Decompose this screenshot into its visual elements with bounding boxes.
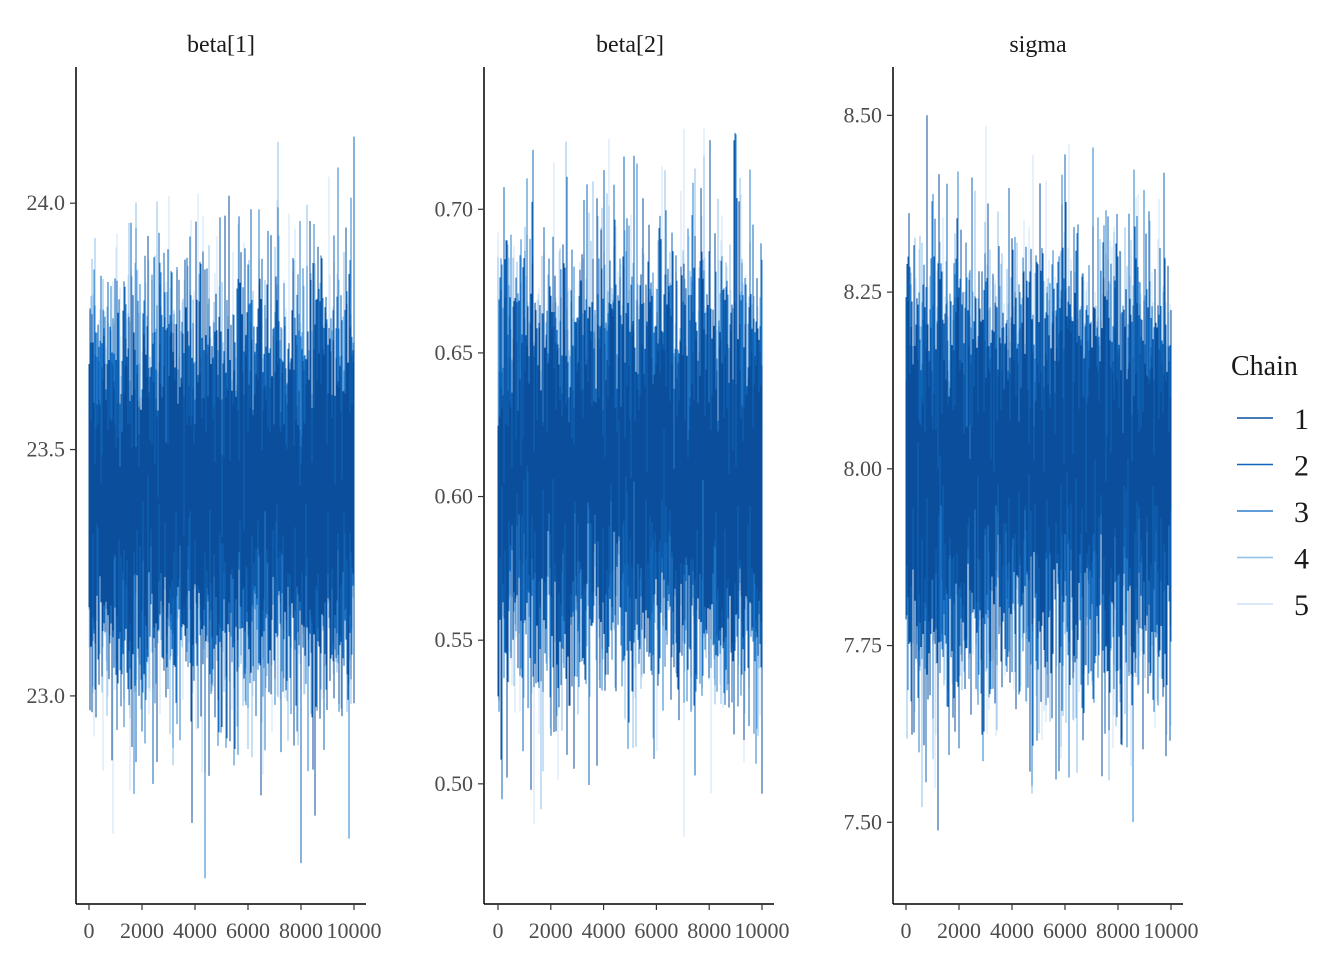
y-tick-label: 8.25 xyxy=(844,279,883,304)
panel-2: beta[2] 0.50 0.55 0.60 0.65 0.70 0 2000 4000 6000… xyxy=(435,32,790,943)
x-tick-label: 2000 xyxy=(529,918,573,943)
panel-3: sigma 7.50 7.75 8.00 8.25 8.50 0 2000 4000 6000 80… xyxy=(844,32,1199,943)
y-tick-label: 24.0 xyxy=(27,190,66,215)
y-tick-label: 7.75 xyxy=(844,633,883,658)
legend-label-chain-3: 3 xyxy=(1294,496,1309,529)
panel-title: sigma xyxy=(1009,32,1067,58)
x-tick-label: 8000 xyxy=(687,918,731,943)
y-tick-label: 23.5 xyxy=(27,437,66,462)
x-tick-label: 6000 xyxy=(634,918,678,943)
panel-title: beta[1] xyxy=(187,32,255,58)
y-tick-label: 0.50 xyxy=(435,771,474,796)
x-tick-label: 4000 xyxy=(582,918,626,943)
legend-label-chain-1: 1 xyxy=(1294,403,1309,436)
chain-1-trace xyxy=(905,115,1172,831)
y-tick-label: 0.70 xyxy=(435,196,474,221)
y-tick-label: 0.55 xyxy=(435,627,474,652)
legend-label-chain-5: 5 xyxy=(1294,589,1309,622)
x-tick-label: 4000 xyxy=(173,918,217,943)
x-tick-label: 0 xyxy=(493,918,504,943)
x-tick-label: 10000 xyxy=(327,918,382,943)
x-tick-label: 6000 xyxy=(226,918,270,943)
legend-label-chain-4: 4 xyxy=(1294,543,1309,576)
x-tick-label: 8000 xyxy=(1096,918,1140,943)
x-tick-label: 8000 xyxy=(279,918,323,943)
panel-title: beta[2] xyxy=(596,32,664,58)
panel-1: beta[1] 23.0 23.5 24.0 0 2000 4000 6000 8000 1000… xyxy=(27,32,382,943)
legend: Chain 1 2 3 4 5 xyxy=(1231,351,1309,622)
x-tick-label: 4000 xyxy=(990,918,1034,943)
legend-title: Chain xyxy=(1231,351,1298,382)
y-tick-label: 0.60 xyxy=(435,484,474,509)
x-tick-label: 2000 xyxy=(120,918,164,943)
chain-1-trace xyxy=(88,195,355,823)
x-tick-label: 10000 xyxy=(735,918,790,943)
y-tick-label: 8.00 xyxy=(844,456,883,481)
x-tick-label: 6000 xyxy=(1043,918,1087,943)
y-tick-label: 0.65 xyxy=(435,340,474,365)
x-tick-label: 10000 xyxy=(1144,918,1199,943)
y-tick-label: 8.50 xyxy=(844,102,883,127)
x-tick-label: 2000 xyxy=(937,918,981,943)
x-tick-label: 0 xyxy=(84,918,95,943)
legend-label-chain-2: 2 xyxy=(1294,450,1309,483)
y-tick-label: 7.50 xyxy=(844,809,883,834)
chain-1-trace xyxy=(497,140,763,794)
y-tick-label: 23.0 xyxy=(27,683,66,708)
x-tick-label: 0 xyxy=(901,918,912,943)
